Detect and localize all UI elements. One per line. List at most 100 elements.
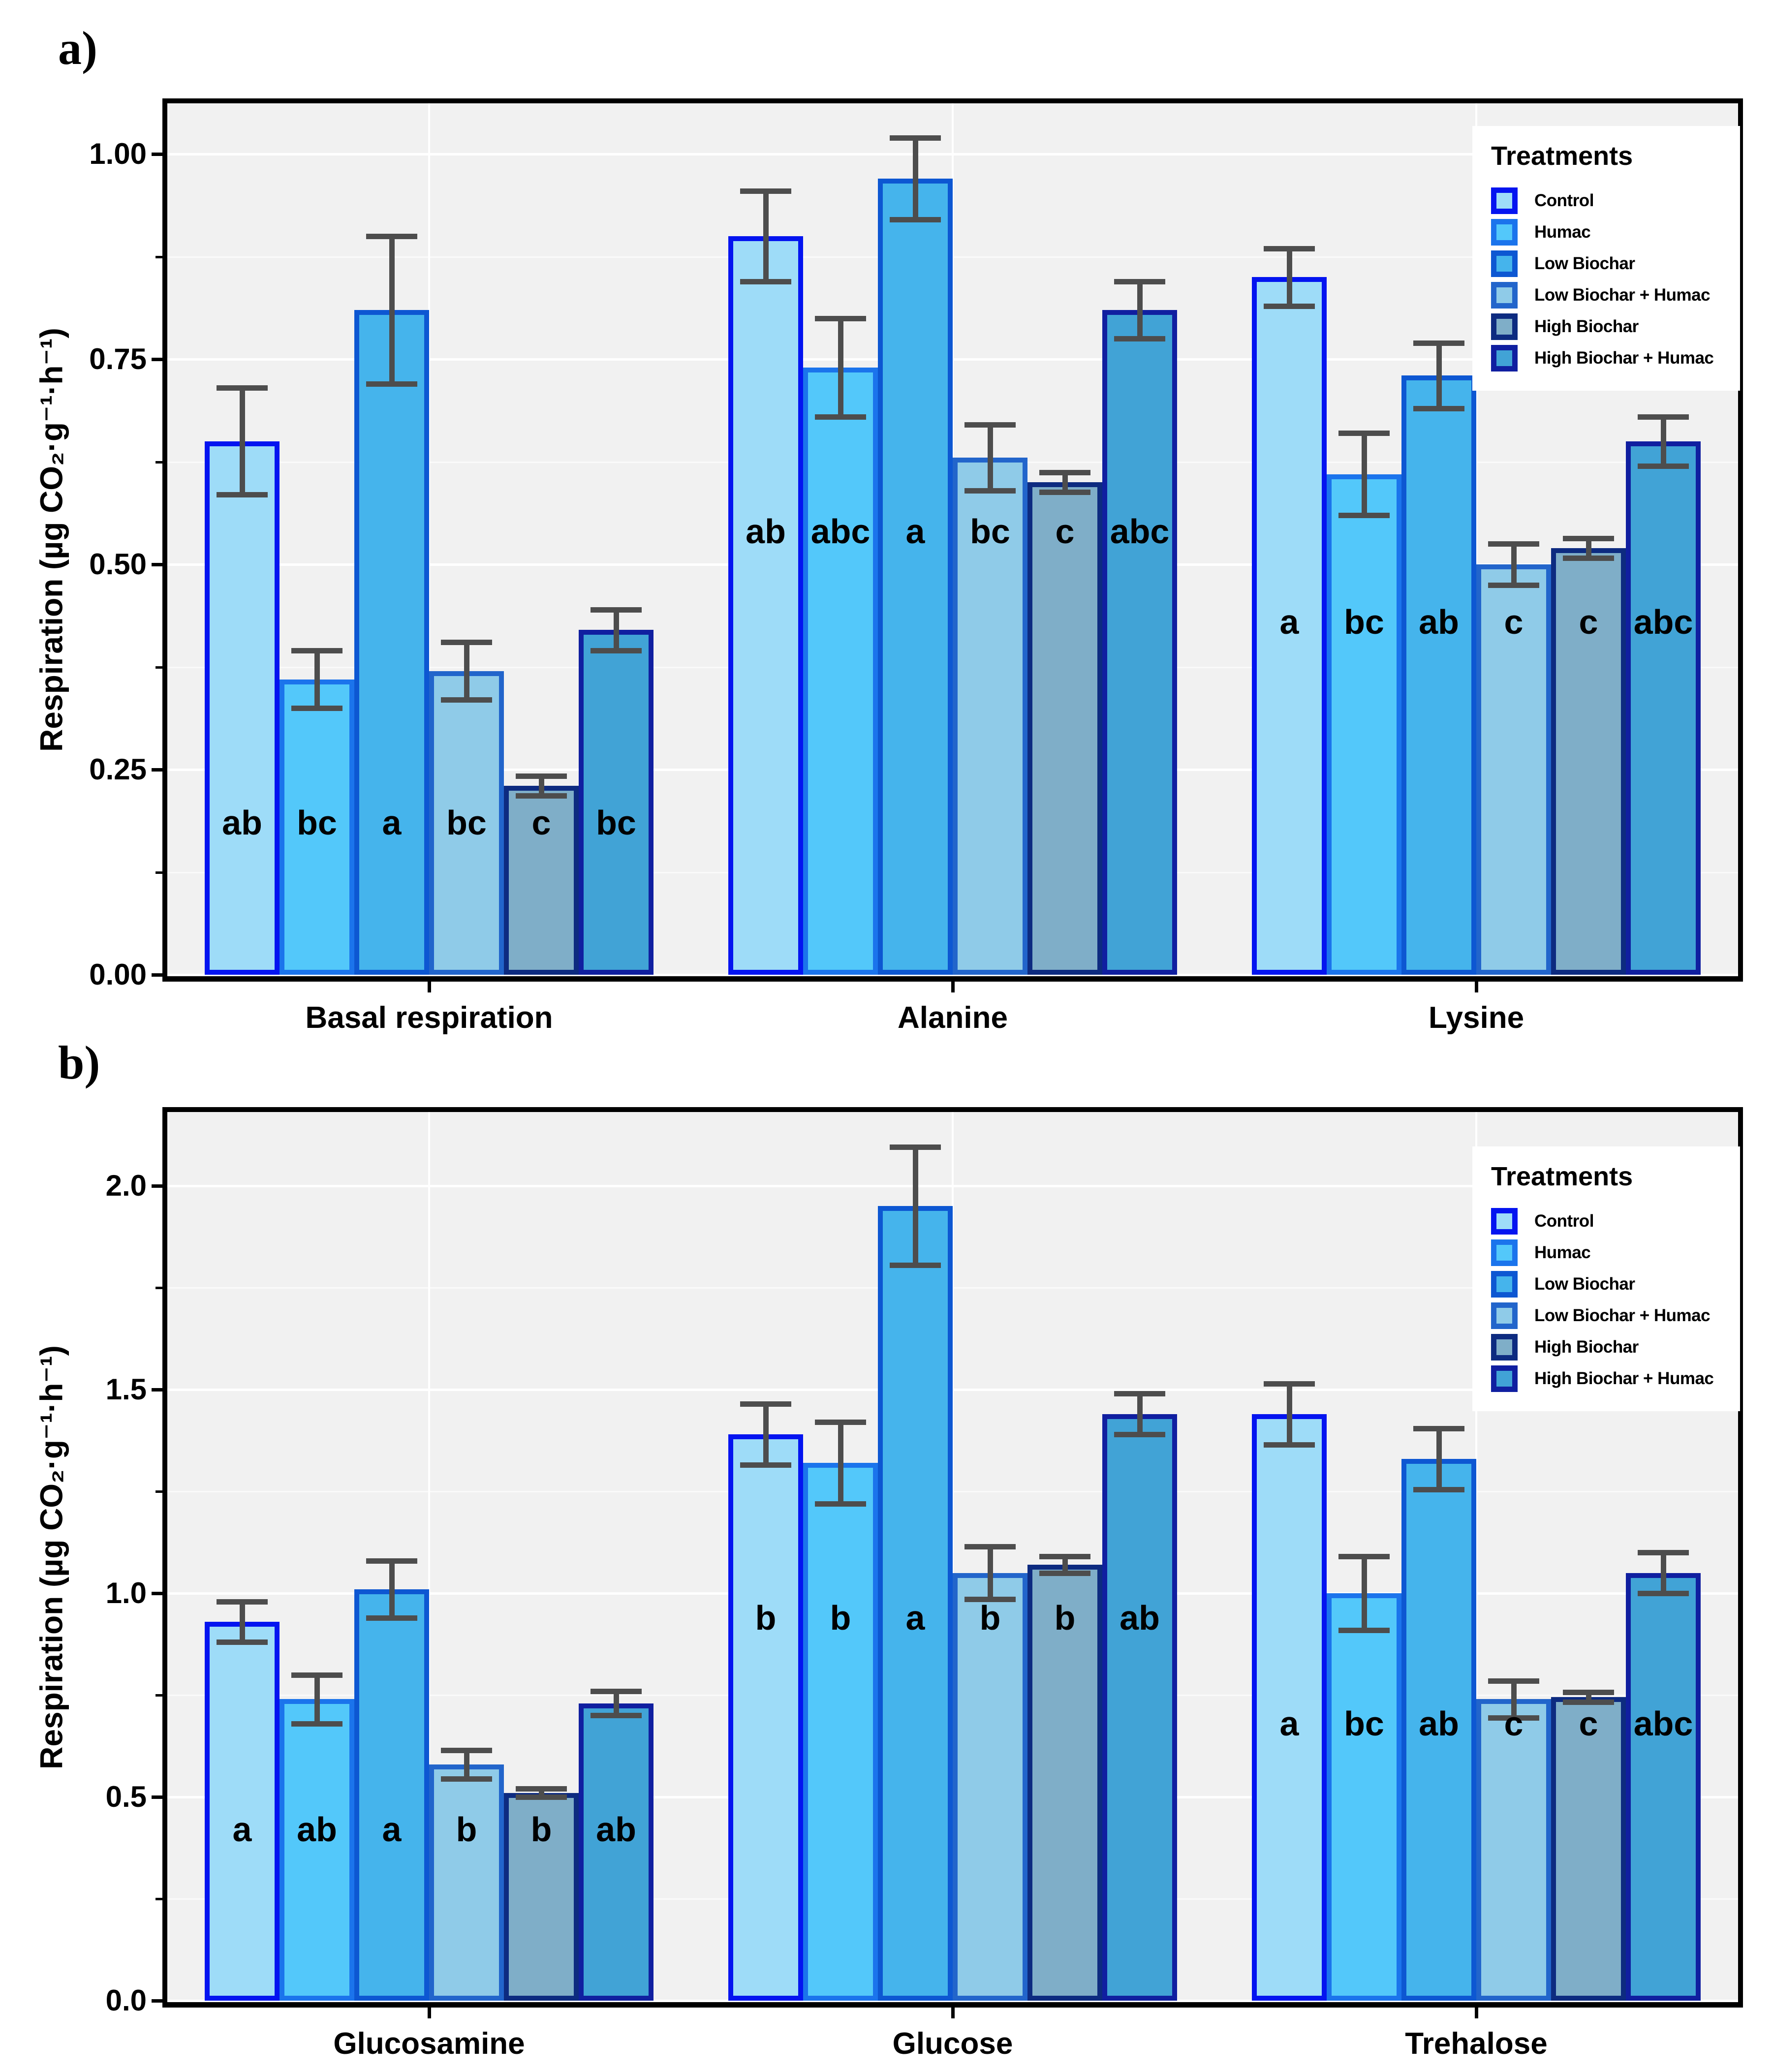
x-major-gridline (428, 103, 430, 975)
x-tick (951, 2008, 955, 2018)
significance-letter: bc (1344, 1704, 1384, 1743)
significance-letter: ab (297, 1810, 337, 1849)
legend-panel-a: Treatments Control Humac Low Biochar Low Bi… (1472, 126, 1740, 391)
error-bar-line (838, 1422, 843, 1504)
error-bar-cap-bottom (366, 381, 417, 387)
y-major-tick (152, 973, 162, 977)
significance-letter: a (232, 1810, 252, 1849)
error-bar-cap-top (1338, 1554, 1390, 1560)
y-minor-tick (156, 461, 162, 464)
x-tick (428, 2008, 431, 2018)
error-bar-line (1660, 1552, 1666, 1593)
legend-item-label: Low Biochar (1534, 1274, 1635, 1294)
error-bar-cap-bottom (1114, 336, 1165, 342)
error-bar-cap-top (740, 188, 791, 194)
error-bar-cap-top (1638, 1550, 1689, 1556)
error-bar-cap-bottom (1039, 1570, 1090, 1576)
y-tick-label: 1.00 (89, 137, 147, 170)
significance-letter: a (1279, 1704, 1299, 1743)
y-minor-tick (156, 1287, 162, 1289)
significance-letter: a (382, 1810, 402, 1849)
error-bar-line (1137, 1393, 1143, 1435)
bar-basal-respiration-low-biochar (354, 309, 429, 975)
bar-trehalose-low-biochar (1401, 1458, 1476, 2001)
significance-letter: ab (222, 804, 262, 842)
major-gridline (167, 2000, 1738, 2002)
error-bar-cap-top (217, 385, 268, 391)
error-bar-line (613, 1691, 619, 1716)
error-bar-cap-top (890, 135, 941, 141)
error-bar-cap-bottom (1488, 582, 1539, 588)
error-bar-line (763, 1403, 769, 1465)
error-bar-cap-bottom (591, 1713, 642, 1719)
error-bar-line (613, 609, 619, 651)
error-bar-cap-top (366, 1558, 417, 1564)
error-bar-line (838, 318, 843, 417)
error-bar-cap-bottom (740, 278, 791, 284)
legend-item-humac: Humac (1491, 216, 1722, 248)
major-gridline (167, 974, 1738, 976)
error-bar-cap-top (890, 1144, 941, 1150)
legend-key-swatch (1491, 219, 1518, 246)
significance-letter: c (1055, 512, 1075, 551)
bar-alanine-humac (803, 367, 878, 975)
y-minor-tick (156, 666, 162, 669)
legend-title: Treatments (1491, 1162, 1633, 1191)
error-bar-cap-bottom (1338, 512, 1390, 518)
y-major-tick (152, 1592, 162, 1595)
error-bar-cap-top (1413, 1425, 1464, 1431)
error-bar-cap-top (366, 233, 417, 239)
legend-item-label: Low Biochar + Humac (1534, 1306, 1711, 1325)
y-major-tick (152, 358, 162, 361)
legend-item-control: Control (1491, 1206, 1722, 1237)
bar-basal-respiration-high-biochar (504, 786, 579, 975)
bar-alanine-high-biochar-+-humac (1102, 309, 1177, 975)
error-bar-line (1137, 281, 1143, 339)
significance-letter: b (755, 1598, 777, 1637)
legend-item-high-biochar: High Biochar (1491, 1331, 1722, 1363)
error-bar-cap-bottom (1638, 1591, 1689, 1596)
significance-letter: b (830, 1598, 851, 1637)
significance-letter: c (1504, 602, 1524, 641)
significance-letter: a (1279, 602, 1299, 641)
error-bar-line (1511, 1681, 1517, 1718)
error-bar-cap-bottom (1264, 303, 1315, 309)
bar-trehalose-low-biochar-+-humac (1476, 1699, 1551, 2001)
legend-key-swatch (1491, 1365, 1518, 1392)
error-bar-cap-top (1563, 1690, 1614, 1696)
legend-item-low-biochar: Low Biochar (1491, 248, 1722, 279)
error-bar-cap-bottom (516, 793, 567, 799)
error-bar-line (1436, 342, 1442, 409)
error-bar-cap-top (1488, 541, 1539, 547)
error-bar-line (239, 388, 245, 495)
error-bar-cap-top (1264, 1381, 1315, 1387)
legend-items: Control Humac Low Biochar Low Biochar + Hum… (1491, 1206, 1722, 1394)
error-bar-cap-bottom (964, 1597, 1016, 1603)
error-bar-cap-top (516, 1786, 567, 1792)
error-bar-cap-top (291, 648, 342, 654)
legend-key-swatch (1491, 313, 1518, 340)
significance-letter: bc (446, 804, 487, 842)
error-bar-cap-top (815, 315, 866, 321)
legend-key-swatch (1491, 345, 1518, 371)
error-bar-cap-bottom (516, 1794, 567, 1800)
error-bar-cap-top (1264, 246, 1315, 251)
significance-letter: b (456, 1810, 477, 1849)
error-bar-line (1062, 472, 1068, 493)
x-major-gridline (952, 1112, 954, 2001)
x-axis-label: Basal respiration (305, 1001, 553, 1035)
error-bar-cap-top (1039, 470, 1090, 476)
x-axis-label: Glucosamine (333, 2027, 525, 2061)
error-bar-cap-bottom (291, 1721, 342, 1727)
error-bar-cap-top (441, 640, 492, 646)
bar-glucosamine-low-biochar-+-humac (429, 1764, 504, 2001)
panel-b-label: b) (58, 1036, 100, 1089)
bar-trehalose-high-biochar-+-humac (1626, 1573, 1701, 2001)
error-bar-cap-bottom (1638, 463, 1689, 469)
x-major-gridline (1475, 103, 1477, 975)
significance-letter: a (905, 512, 925, 551)
error-bar-cap-top (815, 1420, 866, 1425)
legend-item-label: High Biochar (1534, 1337, 1639, 1357)
error-bar-cap-bottom (591, 648, 642, 654)
